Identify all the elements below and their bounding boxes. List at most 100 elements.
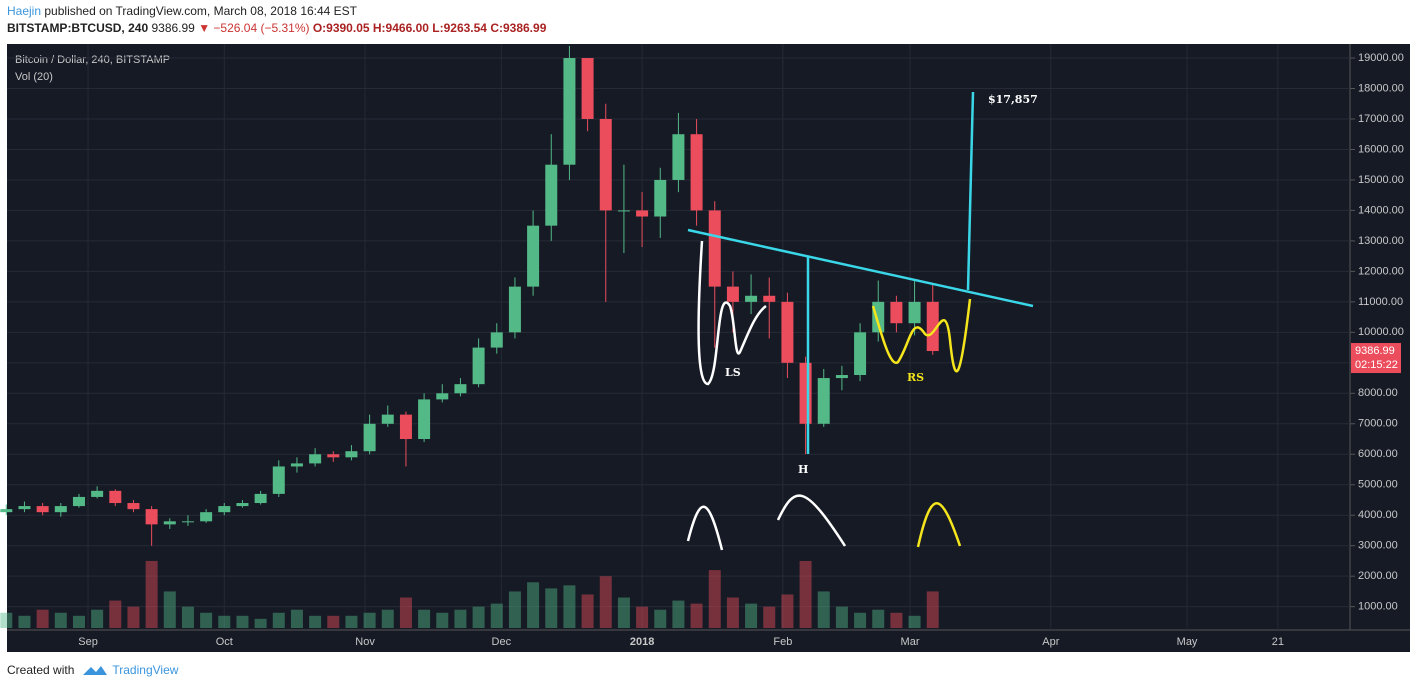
volume-bar (672, 600, 685, 628)
volume-bar (563, 585, 576, 628)
candle-body (218, 506, 231, 513)
candle-body (472, 347, 485, 385)
volume-bar (418, 609, 431, 628)
h-label: H (798, 463, 808, 476)
bump-3 (916, 502, 962, 548)
y-tick-label: 1000.00 (1358, 601, 1398, 613)
y-tick-label: 10000.00 (1358, 326, 1404, 338)
volume-bar (690, 603, 703, 628)
change: ▼ −526.04 (−5.31%) (198, 21, 310, 35)
volume-bar (799, 560, 812, 628)
volume-bar (599, 576, 612, 628)
volume-bar (472, 606, 485, 628)
candle-body (436, 393, 449, 400)
ohlc-low: L:9263.54 (432, 21, 487, 35)
y-tick-label: 6000.00 (1358, 448, 1398, 460)
candle-body (690, 134, 703, 211)
candle-body (908, 301, 921, 324)
volume-bar (72, 615, 85, 628)
volume-bar (436, 612, 449, 628)
volume-bar (91, 609, 104, 628)
y-tick-label: 14000.00 (1358, 204, 1404, 216)
candle-body (272, 466, 285, 494)
volume-bar (872, 609, 885, 628)
candle-body (109, 490, 122, 504)
published: published on TradingView.com, March 08, … (44, 4, 358, 18)
price-tag-label: 9386.99 (1355, 345, 1395, 357)
volume-bar (581, 594, 594, 628)
volume-bar (363, 612, 376, 628)
candle-body (708, 210, 721, 287)
price-tag-bg (1351, 343, 1401, 374)
rs-label: RS (907, 371, 924, 384)
candle-body (236, 503, 249, 507)
bump-1 (686, 505, 724, 551)
volume-bar (18, 615, 31, 628)
ohlc-close: C:9386.99 (490, 21, 547, 35)
footer: Created with TradingView (0, 652, 1415, 687)
header: Haejin published on TradingView.com, Mar… (0, 0, 1415, 44)
y-tick-label: 15000.00 (1358, 174, 1404, 186)
candle-body (726, 286, 739, 302)
x-tick-label: Feb (773, 636, 792, 648)
neckline (687, 228, 1034, 308)
brand[interactable]: TradingView (112, 662, 179, 677)
volume-bar (708, 570, 721, 628)
candle-body (581, 58, 594, 119)
candle-body (835, 375, 848, 379)
candle-body (636, 210, 649, 217)
candle-body (672, 134, 685, 180)
volume-bar (617, 597, 630, 628)
volume-bar (109, 600, 122, 628)
x-tick-label: May (1177, 636, 1198, 648)
x-tick-label: Mar (901, 636, 920, 648)
ls-label: LS (725, 366, 741, 379)
candle-body (545, 164, 558, 226)
volume-bar (145, 560, 158, 628)
volume-bar (272, 612, 285, 628)
volume-bar (327, 615, 340, 628)
logo (83, 665, 108, 675)
y-tick-label: 17000.00 (1358, 113, 1404, 125)
volume-bar (545, 588, 558, 628)
candle-body (0, 509, 13, 513)
y-tick-label: 7000.00 (1358, 418, 1398, 430)
volume-bar (890, 612, 903, 628)
volume-bar (345, 615, 358, 628)
volume-bar (817, 591, 830, 628)
candle-body (127, 503, 140, 510)
volume-bar (654, 609, 667, 628)
candle-body (145, 509, 158, 525)
volume-bar (399, 597, 412, 628)
candle-body (599, 118, 612, 211)
rs-curve (871, 298, 972, 373)
ls-curve (697, 240, 767, 386)
candle-body (781, 301, 794, 363)
x-tick-label: 21 (1272, 636, 1284, 648)
ohlc-open: O:9390.05 (312, 21, 370, 35)
x-tick-label: Apr (1042, 636, 1059, 648)
volume-bar (835, 606, 848, 628)
candle-body (563, 58, 576, 165)
candle-body (363, 423, 376, 452)
candle-body (617, 210, 630, 212)
y-tick-label: 8000.00 (1358, 387, 1398, 399)
candle-body (527, 225, 540, 287)
plot-bg (7, 44, 1410, 652)
candle-body (799, 362, 812, 424)
volume-bar (726, 597, 739, 628)
candle-body (181, 521, 194, 523)
candle-body (745, 295, 758, 302)
y-tick-label: 2000.00 (1358, 570, 1398, 582)
author[interactable]: Haejin (7, 4, 42, 18)
y-tick-label: 13000.00 (1358, 235, 1404, 247)
candle-body (890, 301, 903, 324)
volume-bar (381, 609, 394, 628)
candle-body (163, 521, 176, 525)
x-tick-label: Dec (492, 636, 512, 648)
candle-body (345, 451, 358, 458)
volume-bar (218, 615, 231, 628)
target-label: $17,857 (988, 93, 1038, 106)
volume-bar (127, 606, 140, 628)
volume-bar (290, 609, 303, 628)
